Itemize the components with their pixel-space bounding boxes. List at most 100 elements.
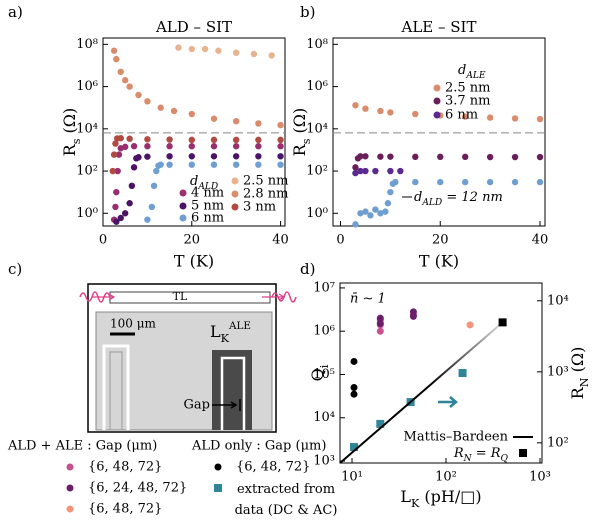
text-part: s [300, 138, 313, 144]
marker [277, 153, 284, 160]
marker [277, 143, 284, 150]
legend-label: 6 nm [191, 211, 224, 226]
marker [412, 178, 419, 186]
legend-label: 2.5 nm [243, 174, 289, 189]
marker [367, 212, 374, 219]
y2-axis-label: RN (Ω) [568, 347, 591, 400]
marker [144, 143, 151, 150]
legend-marker [433, 84, 441, 92]
legend-title: dALE [458, 63, 486, 81]
x-tick-label: 20 [432, 233, 449, 248]
marker [215, 47, 222, 54]
legend-marker [433, 97, 441, 105]
marker [255, 161, 262, 168]
shift-arrow [438, 396, 458, 408]
model-line [339, 321, 504, 464]
schematic-frame [87, 283, 277, 433]
y-tick-label: 10⁸ [306, 37, 328, 52]
x-tick-label: 10¹ [341, 470, 363, 485]
marker [210, 136, 218, 144]
annotation: n̄ ∼ 1 [350, 292, 386, 307]
marker [376, 327, 384, 335]
marker [268, 52, 275, 59]
text-part: K [221, 332, 230, 345]
legend-label: 4 nm [191, 186, 224, 201]
y-axis-label: Rs (Ω) [290, 108, 313, 157]
marker [144, 98, 151, 105]
marker [166, 143, 173, 150]
marker [126, 83, 133, 90]
marker [166, 161, 173, 168]
marker [350, 390, 358, 398]
tl-label: TL [173, 290, 188, 303]
marker [130, 143, 138, 150]
marker [210, 115, 218, 122]
legend-label: 2.5 nm [445, 81, 491, 96]
legend-label: extracted from data (DC & AC) [234, 482, 338, 518]
marker [352, 102, 359, 109]
marker [112, 140, 119, 147]
marker [114, 167, 121, 175]
legend-text: extracted from data (DC & AC) [234, 482, 338, 518]
marker [392, 178, 399, 186]
y-tick-label: 10⁰ [76, 206, 98, 221]
legend-marker [179, 202, 187, 210]
marker [409, 312, 417, 320]
text-part: (Ω) [568, 347, 587, 378]
marker [511, 153, 519, 161]
marker [117, 134, 124, 142]
marker [458, 369, 467, 378]
marker [117, 214, 124, 222]
marker [232, 136, 240, 144]
marker [461, 153, 469, 161]
plot-frame [339, 282, 543, 464]
marker [201, 45, 209, 53]
resonator [102, 344, 130, 430]
x-tick-label: 0 [336, 233, 344, 248]
x-axis-label: LK (pH/□) [400, 487, 481, 510]
marker [362, 153, 369, 160]
x-axis-label: T (K) [419, 252, 459, 271]
text-part: (Ω) [290, 108, 309, 139]
marker [376, 314, 384, 322]
marker [166, 136, 173, 143]
y-tick-label: 10² [306, 164, 328, 179]
plot-frame [332, 37, 546, 227]
marker [153, 167, 160, 175]
marker [157, 161, 164, 168]
text-part: K [411, 497, 420, 510]
y-tick-label: 10⁴ [76, 121, 98, 136]
marker [210, 161, 218, 168]
annotation: dALD = 12 nm [414, 190, 503, 208]
marker [112, 203, 119, 211]
marker [536, 153, 544, 161]
marker [536, 115, 544, 123]
marker [113, 55, 120, 63]
scale-label: 100 μm [110, 317, 157, 331]
marker [188, 136, 195, 144]
chart-title: ALD – SIT [155, 18, 232, 36]
text-part: ALD [421, 198, 443, 208]
marker [232, 161, 240, 168]
marker [376, 419, 385, 428]
marker [144, 216, 151, 223]
text-part: Q [501, 454, 509, 464]
marker [352, 169, 359, 177]
marker [387, 153, 394, 160]
marker [486, 153, 494, 161]
marker [232, 153, 240, 160]
text-part: L [400, 487, 411, 506]
resonator [220, 356, 246, 430]
marker [109, 167, 116, 175]
marker [412, 153, 419, 161]
marker [188, 45, 195, 53]
y-tick-label: 10⁷ [313, 280, 335, 295]
text-part: (Ω) [60, 108, 79, 139]
text-part: N [463, 454, 473, 464]
text-part: ALD [197, 182, 219, 192]
marker [498, 318, 507, 327]
legend-label: 3 nm [243, 200, 276, 215]
marker [121, 143, 129, 151]
text-part: d [414, 190, 422, 205]
